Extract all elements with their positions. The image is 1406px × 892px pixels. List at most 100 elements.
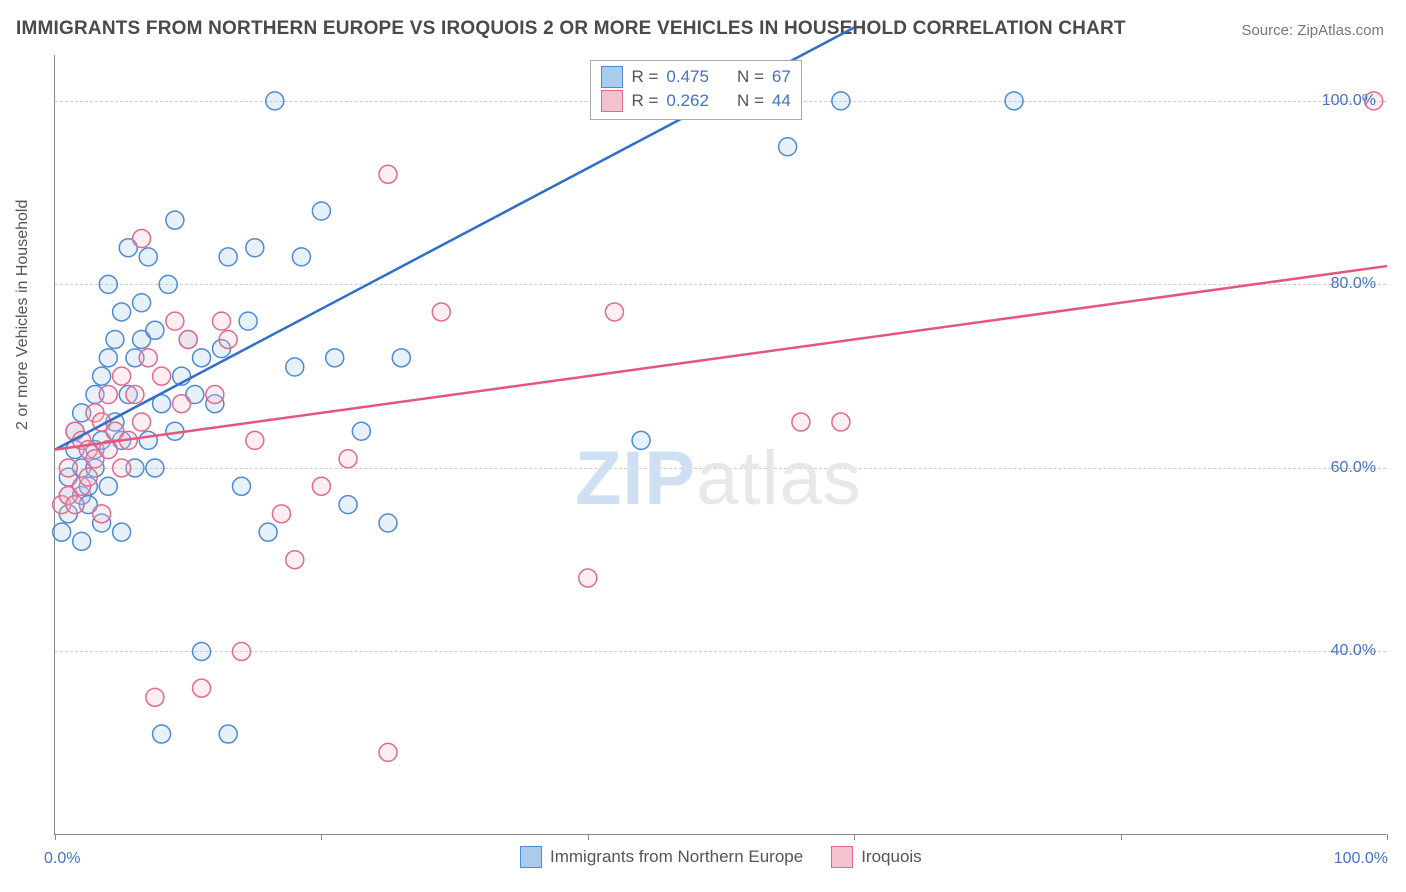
scatter-point: [159, 275, 177, 293]
source-attribution: Source: ZipAtlas.com: [1241, 22, 1384, 39]
scatter-point: [206, 386, 224, 404]
scatter-point: [99, 275, 117, 293]
scatter-point: [339, 450, 357, 468]
scatter-point: [153, 367, 171, 385]
scatter-point: [379, 743, 397, 761]
scatter-point: [106, 330, 124, 348]
scatter-point: [193, 679, 211, 697]
scatter-point: [219, 248, 237, 266]
scatter-point: [605, 303, 623, 321]
scatter-point: [79, 468, 97, 486]
scatter-point: [113, 523, 131, 541]
scatter-point: [432, 303, 450, 321]
scatter-point: [219, 725, 237, 743]
scatter-point: [166, 211, 184, 229]
scatter-point: [193, 349, 211, 367]
scatter-point: [239, 312, 257, 330]
legend-r-label-2: R =: [631, 89, 658, 113]
scatter-point: [146, 459, 164, 477]
legend-stats-box: R = 0.475 N = 67 R = 0.262 N = 44: [590, 60, 801, 120]
scatter-point: [113, 303, 131, 321]
x-tick-label-min: 0.0%: [44, 850, 80, 868]
scatter-point: [1005, 92, 1023, 110]
scatter-point: [379, 514, 397, 532]
scatter-point: [133, 294, 151, 312]
scatter-point: [146, 321, 164, 339]
scatter-point: [339, 496, 357, 514]
chart-title: IMMIGRANTS FROM NORTHERN EUROPE VS IROQU…: [16, 18, 1126, 40]
y-tick-label: 80.0%: [1331, 275, 1376, 293]
scatter-point: [379, 165, 397, 183]
scatter-point: [292, 248, 310, 266]
scatter-point: [99, 386, 117, 404]
x-tick-label-max: 100.0%: [1334, 850, 1388, 868]
scatter-point: [246, 431, 264, 449]
scatter-point: [113, 367, 131, 385]
scatter-point: [312, 477, 330, 495]
legend-swatch-1: [601, 66, 623, 88]
scatter-point: [133, 413, 151, 431]
y-tick-label: 100.0%: [1322, 92, 1376, 110]
scatter-point: [153, 725, 171, 743]
scatter-svg: [55, 55, 1386, 834]
legend-n-label-1: N =: [737, 65, 764, 89]
y-tick-label: 60.0%: [1331, 459, 1376, 477]
x-axis-tick: [588, 834, 589, 840]
scatter-point: [213, 312, 231, 330]
scatter-point: [392, 349, 410, 367]
scatter-point: [352, 422, 370, 440]
scatter-point: [232, 477, 250, 495]
scatter-point: [179, 330, 197, 348]
trend-line: [55, 266, 1387, 450]
scatter-point: [792, 413, 810, 431]
scatter-point: [139, 248, 157, 266]
legend-r-value-1: 0.475: [666, 65, 709, 89]
scatter-point: [166, 312, 184, 330]
scatter-point: [632, 431, 650, 449]
legend-stats-row-2: R = 0.262 N = 44: [601, 89, 790, 113]
x-axis-tick: [321, 834, 322, 840]
scatter-point: [59, 459, 77, 477]
legend-series-label-2: Iroquois: [861, 847, 921, 867]
scatter-point: [266, 92, 284, 110]
legend-r-value-2: 0.262: [666, 89, 709, 113]
scatter-point: [219, 330, 237, 348]
legend-n-value-1: 67: [772, 65, 791, 89]
scatter-point: [146, 688, 164, 706]
scatter-point: [139, 349, 157, 367]
scatter-point: [779, 138, 797, 156]
scatter-point: [126, 386, 144, 404]
scatter-point: [246, 239, 264, 257]
scatter-point: [133, 230, 151, 248]
scatter-point: [99, 477, 117, 495]
scatter-point: [286, 358, 304, 376]
scatter-point: [99, 349, 117, 367]
x-axis-tick: [854, 834, 855, 840]
x-axis-tick: [1387, 834, 1388, 840]
scatter-point: [232, 642, 250, 660]
legend-series-box: Immigrants from Northern Europe Iroquois: [520, 846, 922, 868]
scatter-point: [93, 367, 111, 385]
scatter-point: [326, 349, 344, 367]
y-axis-label: 2 or more Vehicles in Household: [14, 200, 32, 430]
scatter-point: [93, 505, 111, 523]
scatter-point: [53, 523, 71, 541]
x-axis-tick: [55, 834, 56, 840]
scatter-point: [259, 523, 277, 541]
legend-bottom-swatch-1: [520, 846, 542, 868]
scatter-point: [139, 431, 157, 449]
legend-bottom-swatch-2: [831, 846, 853, 868]
scatter-point: [66, 496, 84, 514]
y-tick-label: 40.0%: [1331, 642, 1376, 660]
legend-r-label-1: R =: [631, 65, 658, 89]
scatter-point: [579, 569, 597, 587]
scatter-point: [832, 413, 850, 431]
scatter-point: [73, 532, 91, 550]
legend-item-2: Iroquois: [831, 846, 921, 868]
scatter-point: [312, 202, 330, 220]
legend-swatch-2: [601, 90, 623, 112]
x-axis-tick: [1121, 834, 1122, 840]
legend-n-label-2: N =: [737, 89, 764, 113]
scatter-point: [286, 551, 304, 569]
legend-series-label-1: Immigrants from Northern Europe: [550, 847, 803, 867]
